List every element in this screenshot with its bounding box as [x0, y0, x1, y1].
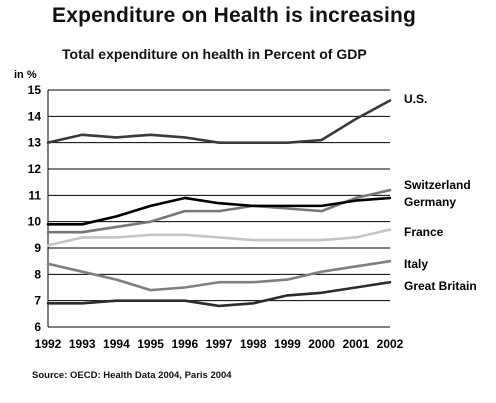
x-tick-label: 1995 — [137, 337, 164, 351]
y-tick-label: 6 — [34, 320, 41, 334]
series-lines — [46, 99, 392, 308]
y-tick-label: 14 — [28, 109, 42, 123]
series-line-switzerland — [46, 188, 392, 234]
series-labels: U.S. Switzerland Germany France Italy Great B… — [404, 92, 477, 293]
x-tick-label: 1999 — [274, 337, 301, 351]
series-label-great-britain: Great Britain — [404, 279, 477, 293]
series-line-italy — [46, 259, 392, 292]
y-tick-label: 7 — [34, 294, 41, 308]
series-label-italy: Italy — [404, 257, 428, 271]
axes: in % 6 7 8 9 10 11 12 13 14 15 1992 1993 1994 1995 199… — [14, 69, 404, 351]
series-label-u-s-: U.S. — [404, 92, 427, 106]
x-tick-label: 1992 — [35, 337, 62, 351]
y-tick-label: 13 — [28, 136, 42, 150]
series-line-france — [46, 228, 392, 247]
page-title: Expenditure on Health is increasing — [52, 4, 417, 27]
series-line-great-britain — [46, 280, 392, 308]
x-tick-label: 2002 — [377, 337, 404, 351]
y-tick-label: 15 — [28, 83, 42, 97]
y-tick-label: 9 — [34, 241, 41, 255]
series-line-u-s- — [46, 99, 392, 144]
y-axis-label: in % — [14, 69, 37, 81]
x-tick-label: 2000 — [308, 337, 335, 351]
y-tick-label: 11 — [28, 188, 41, 202]
series-line-germany — [46, 196, 392, 226]
x-tick-label: 1993 — [69, 337, 96, 351]
source-note: Source: OECD: Health Data 2004, Paris 20… — [32, 370, 232, 381]
y-tick-label: 12 — [28, 162, 42, 176]
x-tick-label: 2001 — [342, 337, 369, 351]
x-tick-label: 1997 — [206, 337, 233, 351]
x-tick-label: 1996 — [171, 337, 198, 351]
y-tick-label: 10 — [28, 215, 42, 229]
y-tick-label: 8 — [34, 267, 41, 281]
gridlines — [48, 89, 390, 328]
x-tick-label: 1994 — [103, 337, 130, 351]
chart-subtitle: Total expenditure on health in Percent o… — [62, 46, 367, 62]
series-label-germany: Germany — [404, 195, 456, 209]
series-label-france: France — [404, 225, 444, 239]
series-label-switzerland: Switzerland — [404, 178, 471, 192]
x-tick-label: 1998 — [240, 337, 267, 351]
